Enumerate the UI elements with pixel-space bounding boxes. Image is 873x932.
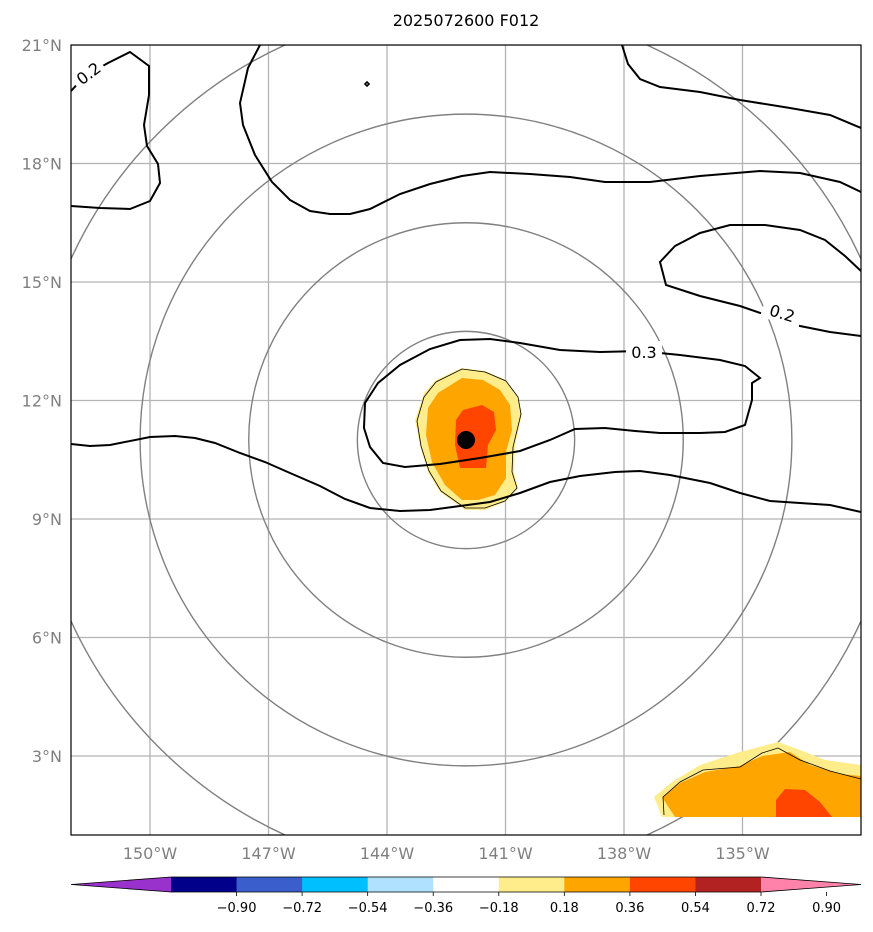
colorbar-segment (498, 877, 565, 892)
lon-tick-label: 135°W (715, 844, 770, 863)
colorbar-tick-label: 0.54 (681, 901, 710, 916)
lon-tick-label: 144°W (360, 844, 415, 863)
colorbar-segment (433, 877, 500, 892)
map-frame (70, 44, 862, 836)
colorbar-extend-low (71, 877, 171, 892)
range-rings (71, 45, 861, 835)
range-ring (248, 222, 684, 658)
colorbar-segment (564, 877, 631, 892)
longitude-labels: 150°W 147°W 144°W 141°W 138°W 135°W (123, 844, 770, 863)
lon-tick-label: 138°W (597, 844, 652, 863)
colorbar-segment (302, 877, 369, 892)
colorbar-tick-label: −0.18 (479, 901, 519, 916)
latitude-labels: 3°N 6°N 9°N 12°N 15°N 18°N 21°N (22, 36, 62, 766)
lon-tick-label: 150°W (123, 844, 178, 863)
lon-tick-label: 147°W (241, 844, 296, 863)
colorbar-tick-label: 0.90 (812, 901, 841, 916)
lat-tick-label: 12°N (22, 392, 62, 411)
colorbar-tick-label: −0.54 (348, 901, 388, 916)
colorbar-tick-label: −0.36 (413, 901, 453, 916)
colorbar-tick-label: 0.18 (550, 901, 579, 916)
map-title: 2025072600 F012 (393, 11, 540, 30)
colorbar-segment (171, 877, 238, 892)
colorbar-segment (629, 877, 696, 892)
lat-tick-label: 9°N (32, 510, 62, 529)
lat-tick-label: 3°N (32, 747, 62, 766)
colorbar: −0.90 −0.72 −0.54 −0.36 −0.18 0.18 0.36 0.54 0.7… (70, 876, 862, 916)
colorbar-tick-label: 0.36 (615, 901, 644, 916)
lon-tick-label: 141°W (478, 844, 533, 863)
colorbar-segment (367, 877, 434, 892)
contour-label-0.2-east: 0.2 (767, 301, 797, 327)
colorbar-tick-label: −0.72 (282, 901, 322, 916)
colorbar-outline (70, 876, 862, 893)
range-ring (356, 330, 576, 550)
contour-label-0.3: 0.3 (631, 343, 656, 362)
lat-tick-label: 21°N (22, 36, 62, 55)
contour-label-boxes (71, 52, 805, 361)
colorbar-segment (236, 877, 303, 892)
colorbar-extend-high (761, 877, 861, 892)
range-ring (139, 113, 793, 767)
map-area (71, 45, 861, 835)
contour-lines (71, 45, 861, 513)
colorbar-segment (695, 877, 762, 892)
lat-tick-label: 15°N (22, 273, 62, 292)
colorbar-tick-label: 0.72 (747, 901, 776, 916)
shaded-anomaly-southeast (654, 742, 861, 817)
lat-tick-label: 6°N (32, 629, 62, 648)
lat-tick-label: 18°N (22, 155, 62, 174)
colorbar-tick-label: −0.90 (217, 901, 257, 916)
storm-center-marker (457, 431, 475, 449)
